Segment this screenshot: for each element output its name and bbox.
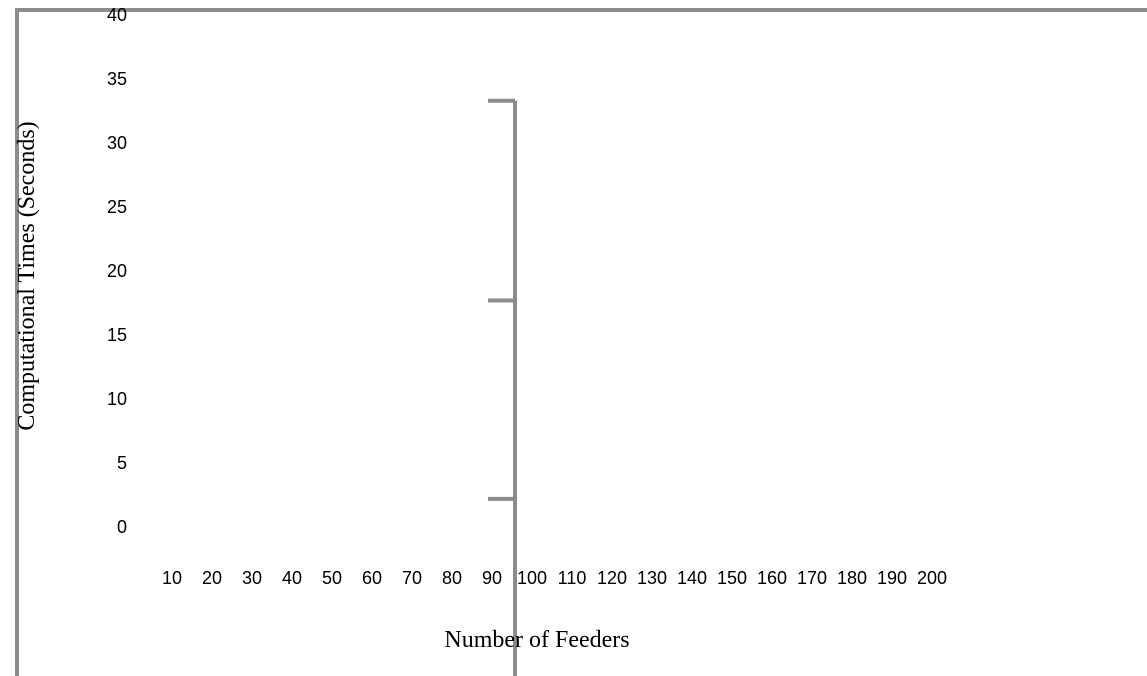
x-tick-label: 200 — [917, 568, 947, 588]
y-tick-label: 25 — [107, 197, 127, 217]
x-tick-label: 70 — [402, 568, 422, 588]
y-tick-label: 5 — [117, 453, 127, 473]
y-tick-label: 40 — [107, 5, 127, 25]
x-tick-label: 60 — [362, 568, 382, 588]
x-tick-label: 140 — [677, 568, 707, 588]
x-tick-label: 150 — [717, 568, 747, 588]
y-tick-label: 35 — [107, 69, 127, 89]
y-axis-ticks: 0 5 10 15 20 25 30 35 40 — [107, 5, 127, 537]
x-axis-title: Number of Feeders — [444, 627, 629, 653]
y-axis-title: Computational Times (Seconds) — [14, 121, 40, 430]
x-tick-label: 100 — [517, 568, 547, 588]
x-tick-label: 80 — [442, 568, 462, 588]
error-bar-marks — [488, 98, 517, 676]
chart-frame — [15, 8, 1147, 676]
x-tick-label: 10 — [162, 568, 182, 588]
x-tick-label: 170 — [797, 568, 827, 588]
x-tick-label: 130 — [637, 568, 667, 588]
x-tick-label: 40 — [282, 568, 302, 588]
x-tick-label: 190 — [877, 568, 907, 588]
x-tick-label: 180 — [837, 568, 867, 588]
y-tick-label: 30 — [107, 133, 127, 153]
x-tick-label: 90 — [482, 568, 502, 588]
y-tick-label: 20 — [107, 261, 127, 281]
x-tick-label: 20 — [202, 568, 222, 588]
y-tick-label: 10 — [107, 389, 127, 409]
x-tick-label: 50 — [322, 568, 342, 588]
x-tick-label: 120 — [597, 568, 627, 588]
x-tick-label: 30 — [242, 568, 262, 588]
x-tick-label: 110 — [558, 568, 587, 588]
y-tick-label: 15 — [107, 325, 127, 345]
y-tick-label: 0 — [117, 517, 127, 537]
x-axis-ticks: 10 20 30 40 50 60 70 80 90 100 110 120 130 140 150 160 1… — [162, 568, 947, 588]
x-tick-label: 160 — [757, 568, 787, 588]
